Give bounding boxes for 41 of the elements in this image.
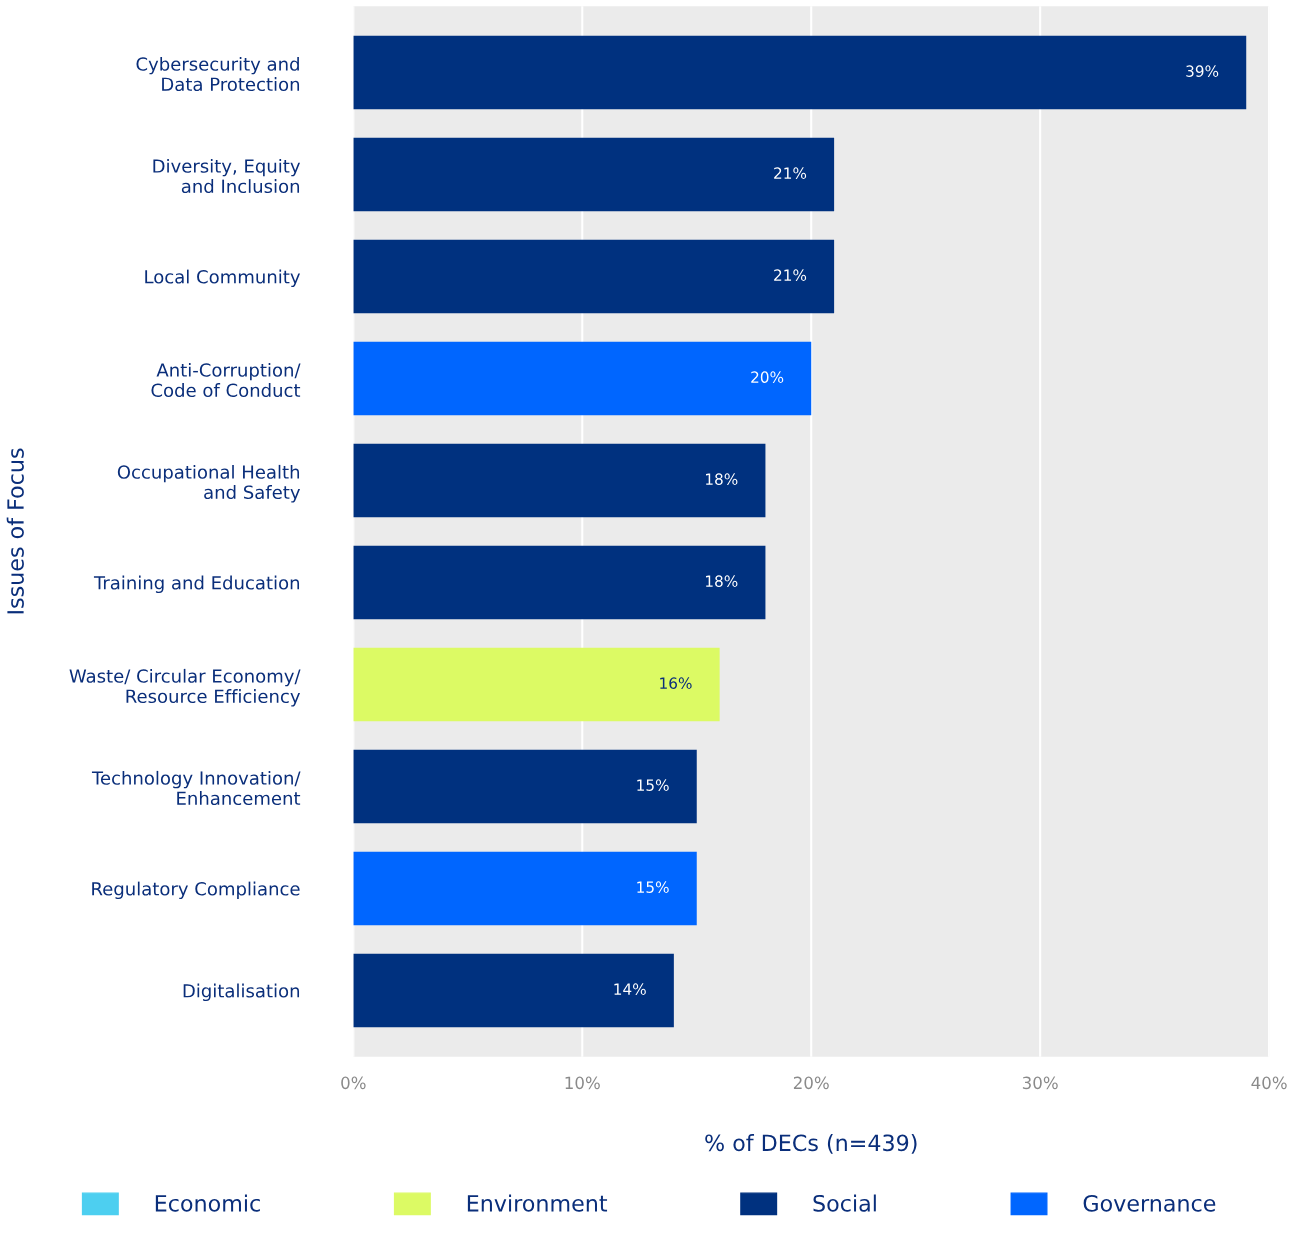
data-label: 18%: [706, 473, 738, 485]
bar: [353, 851, 697, 926]
y-tick-label: Diversity, Equity and Inclusion: [153, 158, 301, 194]
legend-label: Social: [813, 1194, 876, 1212]
y-tick-label: Waste/ Circular Economy/ Resource Efficiency: [69, 668, 301, 707]
bar: [353, 545, 766, 620]
data-label: 39%: [1186, 65, 1219, 77]
bar: [353, 341, 812, 416]
legend-label: Environment: [467, 1194, 608, 1212]
y-tick-label: Anti-Corruption/ Code of Conduct: [151, 362, 301, 398]
data-label: 21%: [774, 167, 807, 179]
bar: [353, 239, 835, 314]
data-label: 14%: [614, 983, 646, 995]
data-label: 18%: [706, 575, 738, 587]
y-axis-title: Issues of Focus: [6, 448, 24, 614]
data-label: 16%: [660, 677, 692, 689]
legend-label: Governance: [1083, 1194, 1216, 1212]
bar: [353, 443, 766, 518]
x-tick-label: 20%: [793, 1076, 829, 1090]
data-label: 21%: [774, 269, 807, 281]
y-tick-label: Digitalisation: [183, 983, 300, 1002]
bar: [353, 749, 697, 824]
y-tick-label: Occupational Health and Safety: [117, 464, 301, 503]
bar: [353, 35, 1247, 110]
x-tick-label: 0%: [341, 1076, 366, 1090]
x-tick-label: 40%: [1251, 1076, 1287, 1090]
y-tick-label: Local Community: [145, 269, 301, 288]
y-tick-label: Training and Education: [93, 575, 300, 594]
bar: [353, 953, 674, 1028]
bar: [353, 137, 835, 212]
data-label: 15%: [637, 779, 669, 791]
data-label: 15%: [637, 881, 669, 893]
x-tick-label: 10%: [565, 1076, 600, 1090]
x-tick-label: 30%: [1022, 1076, 1058, 1090]
y-tick-label: Cybersecurity and Data Protection: [136, 56, 300, 92]
legend-label: Economic: [155, 1194, 260, 1212]
data-label: 20%: [751, 371, 784, 383]
y-tick-label: Regulatory Compliance: [92, 881, 300, 900]
y-tick-label: Technology Innovation/ Enhancement: [91, 770, 301, 806]
bar: [353, 647, 720, 722]
x-axis-title: % of DECs (n=439): [705, 1134, 917, 1154]
